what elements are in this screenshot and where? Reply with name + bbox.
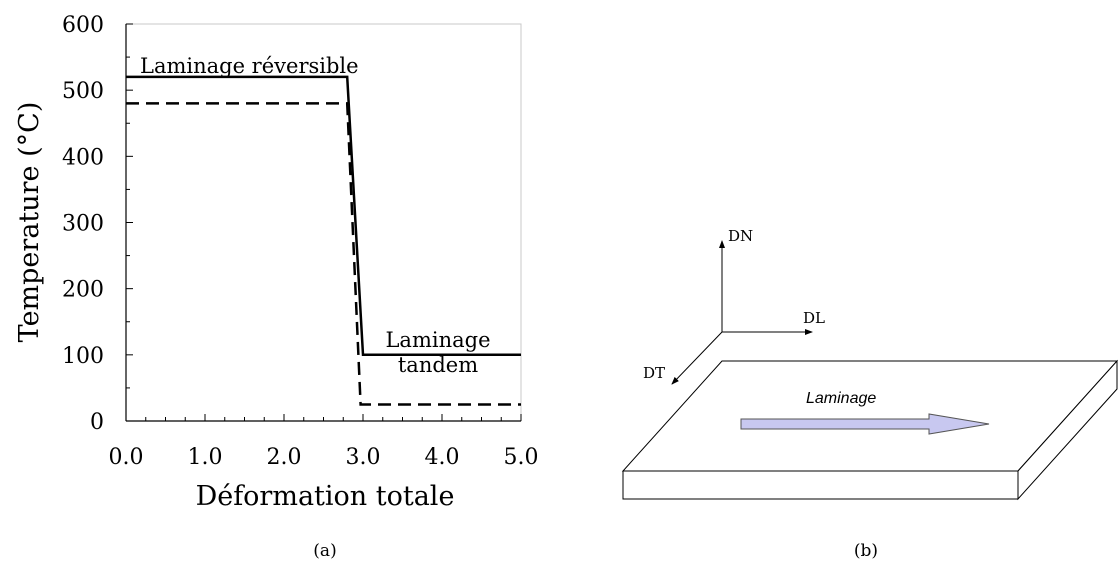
x-tick-label: 2.0 — [267, 445, 302, 470]
rolling-direction-arrow — [740, 413, 990, 435]
x-tick-label: 3.0 — [346, 445, 381, 470]
y-axis-title: Temperature (°C) — [14, 102, 45, 343]
series-line-solid — [126, 75, 521, 357]
y-tick-label: 0 — [90, 410, 104, 435]
dt-axis-label: DT — [643, 364, 665, 382]
dl-axis-label: DL — [803, 309, 825, 327]
plate-side-face — [1017, 359, 1118, 501]
y-tick-label: 600 — [62, 13, 104, 38]
temperature-chart: 0 100 200 300 400 500 600 0.0 1.0 2.0 3.0 4.0 5.0 L… — [14, 13, 539, 561]
series-layer — [126, 75, 521, 406]
x-axis-title: Déformation totale — [196, 481, 455, 512]
x-tick-label: 1.0 — [188, 445, 223, 470]
y-tick-label: 400 — [62, 145, 104, 170]
dn-axis-label: DN — [728, 227, 753, 245]
y-tick-label: 300 — [62, 212, 104, 237]
dt-axis-arrow — [671, 331, 723, 385]
y-ticks: 0 100 200 300 400 500 600 — [62, 13, 133, 435]
rolling-arrow-label: Laminage — [806, 390, 876, 407]
annotation-laminage-tandem-line1: Laminage — [385, 328, 490, 352]
annotation-laminage-reversible: Laminage réversible — [140, 54, 359, 78]
caption-b: (b) — [854, 541, 878, 561]
x-tick-label: 0.0 — [109, 445, 144, 470]
rolling-direction-diagram: DN DL DT Laminage (b) — [621, 227, 1119, 561]
caption-a: (a) — [313, 541, 336, 561]
x-tick-label: 4.0 — [425, 445, 460, 470]
y-tick-label: 200 — [62, 278, 104, 303]
x-tick-label: 5.0 — [504, 445, 539, 470]
plate-front-face — [622, 470, 1019, 500]
y-tick-label: 500 — [62, 79, 104, 104]
annotation-laminage-tandem-line2: tandem — [398, 353, 478, 377]
series-line-dashed — [126, 102, 521, 406]
x-ticks: 0.0 1.0 2.0 3.0 4.0 5.0 — [109, 414, 539, 470]
y-tick-label: 100 — [62, 344, 104, 369]
